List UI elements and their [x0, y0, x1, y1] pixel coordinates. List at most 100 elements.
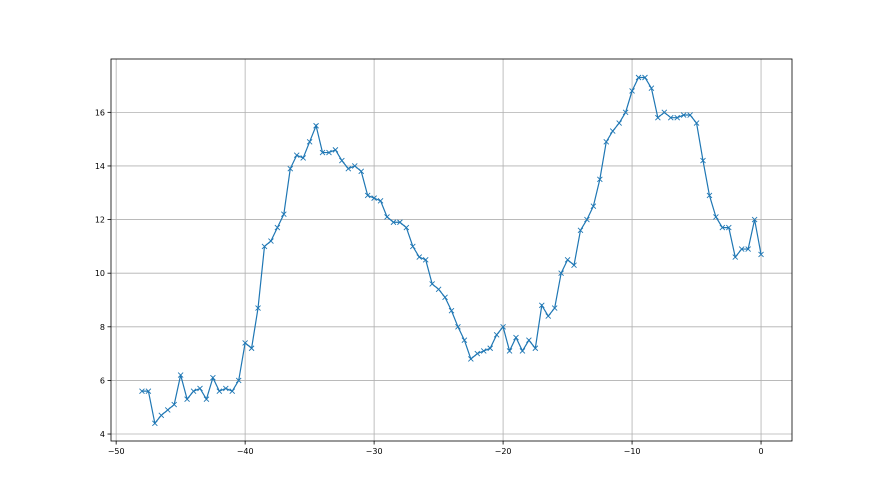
- data-point-marker: [551, 305, 558, 311]
- data-point-marker: [319, 149, 326, 156]
- data-point-marker: [377, 197, 384, 204]
- y-tick-label: 6: [100, 376, 105, 385]
- data-point-marker: [261, 243, 268, 250]
- data-point-marker: [719, 224, 726, 231]
- data-point-marker: [461, 337, 468, 344]
- data-point-marker: [222, 385, 229, 392]
- data-point-marker: [171, 401, 178, 408]
- data-point-marker: [687, 112, 693, 118]
- data-point-marker: [177, 372, 184, 378]
- data-point-marker: [584, 216, 590, 223]
- data-point-marker: [332, 147, 339, 153]
- data-point-marker: [693, 120, 700, 126]
- data-point-marker: [745, 246, 751, 252]
- data-point-marker: [339, 157, 345, 164]
- marker-layer: [139, 74, 764, 427]
- data-point-marker: [680, 112, 687, 118]
- data-point-marker: [351, 163, 358, 169]
- data-point-marker: [487, 345, 494, 352]
- data-point-marker: [609, 128, 616, 134]
- data-point-marker: [738, 246, 745, 252]
- plot-frame: [110, 58, 793, 442]
- data-point-marker: [558, 270, 564, 277]
- data-point-marker: [300, 155, 306, 161]
- data-point-marker: [635, 74, 642, 81]
- data-point-marker: [242, 340, 248, 346]
- x-axis: −50 −40 −30 −20 −10 0: [108, 441, 764, 456]
- data-point-marker: [409, 243, 416, 250]
- data-point-marker: [255, 305, 261, 311]
- data-point-marker: [655, 114, 661, 121]
- data-point-marker: [293, 152, 300, 159]
- data-point-marker: [235, 377, 242, 384]
- y-tick-label: 16: [95, 108, 105, 117]
- data-point-marker: [480, 348, 487, 354]
- data-point-marker: [422, 256, 429, 263]
- data-point-marker: [674, 114, 681, 121]
- data-point-marker: [500, 323, 506, 330]
- data-point-marker: [326, 149, 332, 156]
- data-point-marker: [667, 114, 674, 121]
- data-point-marker: [493, 332, 500, 338]
- data-point-marker: [442, 294, 448, 301]
- data-point-marker: [448, 307, 455, 314]
- data-point-marker: [577, 227, 584, 234]
- data-point-marker: [661, 109, 668, 116]
- data-point-marker: [416, 254, 423, 260]
- data-point-marker: [152, 420, 158, 427]
- data-point-marker: [622, 109, 629, 116]
- data-point-marker: [248, 345, 255, 352]
- data-point-marker: [706, 192, 713, 199]
- data-point-marker: [429, 281, 435, 287]
- data-point-marker: [313, 122, 319, 129]
- data-point-marker: [287, 165, 294, 172]
- data-point-marker: [164, 407, 171, 413]
- data-point-marker: [281, 211, 287, 218]
- data-point-marker: [758, 251, 764, 258]
- data-point-marker: [345, 165, 352, 172]
- data-point-marker: [455, 323, 461, 330]
- data-point-marker: [603, 139, 610, 145]
- data-point-marker: [642, 74, 648, 81]
- data-point-marker: [700, 157, 706, 164]
- grid: [111, 59, 792, 441]
- data-point-marker: [538, 302, 545, 309]
- data-point-marker: [513, 334, 519, 341]
- data-point-marker: [403, 224, 410, 231]
- series-line-layer: [141, 76, 762, 425]
- data-point-marker: [597, 176, 603, 183]
- data-point-marker: [532, 345, 539, 352]
- data-point-marker: [725, 224, 732, 231]
- data-point-marker: [364, 192, 371, 199]
- data-point-marker: [629, 88, 635, 94]
- y-tick-label: 4: [100, 430, 105, 439]
- data-point-marker: [371, 195, 377, 201]
- series-line: [141, 76, 762, 425]
- data-point-marker: [268, 238, 274, 244]
- data-point-marker: [184, 396, 190, 402]
- data-point-marker: [158, 412, 165, 419]
- y-tick-label: 10: [95, 269, 105, 278]
- data-point-marker: [468, 356, 474, 362]
- data-point-marker: [358, 168, 365, 175]
- data-point-marker: [616, 120, 622, 126]
- data-point-marker: [648, 85, 655, 92]
- data-point-marker: [216, 388, 223, 394]
- data-point-marker: [713, 214, 719, 220]
- data-point-marker: [564, 256, 571, 263]
- data-point-marker: [397, 219, 403, 226]
- data-point-marker: [145, 388, 152, 394]
- data-point-marker: [571, 262, 577, 268]
- x-tick-label: −50: [108, 447, 125, 456]
- data-point-marker: [139, 388, 145, 394]
- data-point-marker: [519, 348, 526, 354]
- y-tick-label: 14: [95, 162, 105, 171]
- data-point-marker: [506, 348, 513, 354]
- y-tick-label: 8: [100, 323, 105, 332]
- data-point-marker: [751, 216, 758, 223]
- data-point-marker: [203, 396, 210, 402]
- data-point-marker: [274, 224, 281, 231]
- x-tick-label: 0: [758, 447, 763, 456]
- data-point-marker: [732, 254, 739, 260]
